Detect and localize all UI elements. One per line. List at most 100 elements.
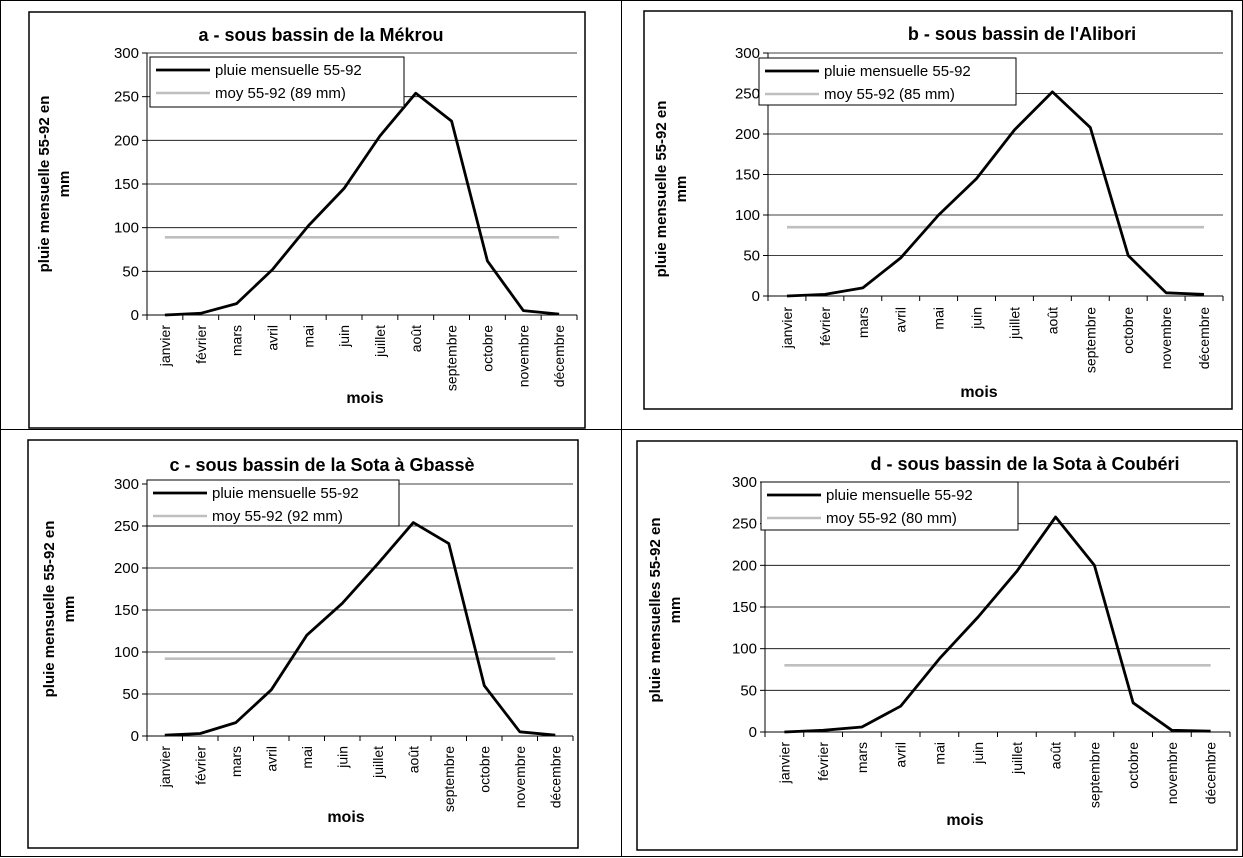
x-axis-label: mois (946, 812, 983, 829)
x-tick-label: août (1044, 307, 1060, 334)
x-tick-label: août (408, 325, 424, 352)
y-tick-label: 0 (131, 728, 139, 745)
y-axis-label-line-2: mm (673, 176, 690, 203)
y-tick-label: 100 (735, 207, 760, 224)
y-tick-label: 0 (131, 307, 139, 324)
y-tick-label: 250 (735, 86, 760, 103)
x-tick-label: février (192, 746, 208, 785)
x-tick-label: septembre (1086, 742, 1102, 808)
x-tick-label: novembre (512, 746, 528, 808)
x-tick-label: avril (263, 746, 279, 772)
x-tick-label: novembre (1164, 742, 1180, 804)
table-divider-horizontal (0, 429, 1243, 430)
x-tick-label: octobre (476, 746, 492, 793)
y-tick-label: 200 (732, 557, 757, 574)
chart-panel-c: 0 50 100 150 200 250 300 janvier février mars avri… (1, 430, 621, 858)
legend-label: pluie mensuelle 55-92 (824, 63, 971, 80)
x-tick-label: janvier (776, 742, 792, 785)
x-tick-label: mars (228, 746, 244, 777)
x-tick-label: mai (300, 325, 316, 348)
y-tick-label: 0 (752, 288, 760, 305)
x-tick-label: octobre (479, 325, 495, 372)
x-tick-label: juillet (1006, 307, 1022, 340)
x-tick-label: novembre (1158, 307, 1174, 369)
x-tick-label: mars (854, 742, 870, 773)
x-tick-label: février (193, 325, 209, 364)
y-tick-label: 50 (743, 248, 760, 265)
x-tick-label: mai (299, 746, 315, 769)
x-tick-label: février (815, 742, 831, 781)
x-tick-label: mars (855, 307, 871, 338)
y-tick-label: 200 (735, 126, 760, 143)
legend-label: moy 55-92 (92 mm) (212, 508, 343, 525)
x-tick-label: octobre (1125, 742, 1141, 789)
y-tick-label: 300 (114, 45, 139, 62)
y-tick-label: 250 (114, 89, 139, 106)
x-tick-label: décembre (547, 746, 563, 808)
x-tick-label: juillet (372, 325, 388, 358)
y-axis-label-line-2: mm (667, 597, 684, 624)
y-tick-label: 0 (749, 724, 757, 741)
y-tick-label: 50 (122, 263, 139, 280)
x-tick-label: février (817, 307, 833, 346)
y-axis-label-line-1: pluie mensuelle 55-92 en (36, 96, 53, 273)
x-tick-label: janvier (157, 746, 173, 789)
y-tick-label: 250 (732, 516, 757, 533)
x-tick-label: septembre (441, 746, 457, 812)
y-axis-label-line-2: mm (56, 171, 73, 198)
x-tick-label: mai (931, 742, 947, 765)
x-tick-label: mai (931, 307, 947, 330)
legend-label: pluie mensuelle 55-92 (212, 485, 359, 502)
x-tick-label: juin (970, 742, 986, 765)
y-tick-label: 100 (114, 644, 139, 661)
y-tick-label: 100 (732, 641, 757, 658)
x-tick-label: avril (893, 307, 909, 333)
legend-label: moy 55-92 (80 mm) (826, 510, 957, 527)
x-tick-label: août (1048, 742, 1064, 769)
x-tick-label: mars (229, 325, 245, 356)
y-axis-label-line-1: pluie mensuelle 55-92 en (653, 101, 670, 278)
y-tick-label: 150 (732, 599, 757, 616)
x-tick-label: janvier (157, 325, 173, 368)
x-tick-label: avril (264, 325, 280, 351)
x-tick-label: octobre (1120, 307, 1136, 354)
x-tick-label: novembre (515, 325, 531, 387)
y-tick-label: 300 (735, 45, 760, 62)
x-tick-label: juin (334, 746, 350, 769)
y-tick-label: 50 (122, 686, 139, 703)
x-tick-label: septembre (444, 325, 460, 391)
y-tick-label: 150 (735, 167, 760, 184)
y-tick-label: 200 (114, 560, 139, 577)
y-tick-label: 100 (114, 220, 139, 237)
y-axis-label-line-1: pluie mensuelles 55-92 en (647, 517, 664, 702)
x-tick-label: juin (969, 307, 985, 330)
x-axis-label: mois (327, 809, 364, 826)
y-tick-label: 250 (114, 518, 139, 535)
x-tick-label: juin (336, 325, 352, 348)
y-tick-label: 300 (732, 474, 757, 491)
x-axis-label: mois (960, 384, 997, 401)
x-tick-label: décembre (551, 325, 567, 387)
chart-title: a - sous bassin de la Mékrou (198, 25, 443, 45)
legend-label: pluie mensuelle 55-92 (826, 487, 973, 504)
x-tick-label: juillet (370, 746, 386, 779)
x-tick-label: avril (893, 742, 909, 768)
legend-label: pluie mensuelle 55-92 (215, 62, 362, 79)
y-tick-label: 300 (114, 476, 139, 493)
y-tick-label: 150 (114, 602, 139, 619)
x-tick-label: janvier (779, 307, 795, 350)
x-axis-label: mois (346, 390, 383, 407)
legend-label: moy 55-92 (89 mm) (215, 85, 346, 102)
y-tick-label: 150 (114, 176, 139, 193)
chart-c: 0 50 100 150 200 250 300 janvier février mars avri… (1, 430, 621, 856)
x-tick-label: août (405, 746, 421, 773)
legend-label: moy 55-92 (85 mm) (824, 86, 955, 103)
chart-b: 0 50 100 150 200 250 300 janvier février mars avri… (622, 1, 1242, 429)
x-tick-label: septembre (1082, 307, 1098, 373)
y-axis-label-line-2: mm (61, 596, 78, 623)
